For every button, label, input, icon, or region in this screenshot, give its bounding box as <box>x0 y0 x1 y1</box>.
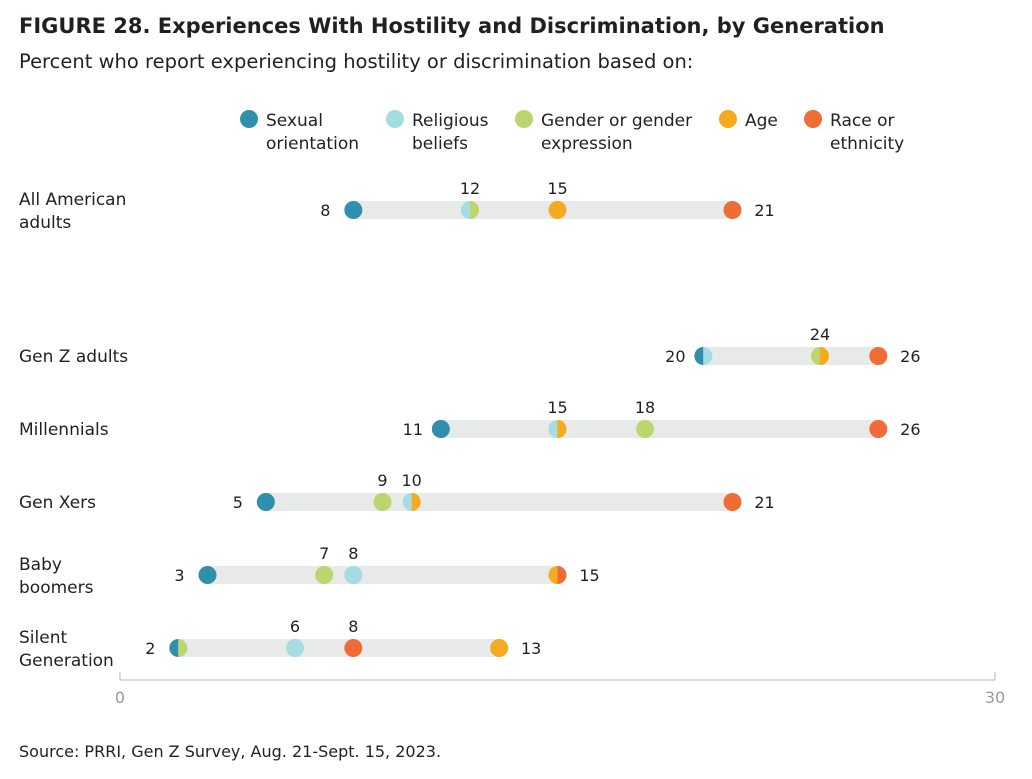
chart-subtitle: Percent who report experiencing hostilit… <box>19 50 694 73</box>
data-label: 10 <box>401 471 421 490</box>
dot-age <box>548 201 567 219</box>
dot-race <box>723 493 742 511</box>
row: Gen Z adults 20 24 26 <box>19 325 921 367</box>
dot-sexual <box>198 566 217 584</box>
category-label: Gen Xers <box>19 493 96 513</box>
x-axis: 0 30 <box>115 672 1005 707</box>
row: Millennials 11 15 18 26 <box>19 398 921 440</box>
row: Baby boomers 3 7 8 15 <box>19 544 600 598</box>
legend-marker-race <box>804 110 822 128</box>
dot-age <box>548 566 558 584</box>
category-label: adults <box>19 213 71 233</box>
row: Gen Xers 5 9 10 21 <box>19 471 775 513</box>
data-label: 13 <box>521 639 541 658</box>
legend-label-religious: beliefs <box>412 134 468 154</box>
category-label: Generation <box>19 651 114 671</box>
dot-race <box>869 420 888 438</box>
legend-label-race: ethnicity <box>830 134 904 154</box>
data-label: 3 <box>174 566 184 585</box>
dot-religious <box>286 639 304 657</box>
data-label: 24 <box>810 325 830 344</box>
data-label: 15 <box>547 398 567 417</box>
category-label: Silent <box>19 628 67 648</box>
dot-race <box>557 566 567 584</box>
dot-age <box>490 639 509 657</box>
legend-label-sexual: Sexual <box>266 111 323 131</box>
legend-marker-sexual <box>240 110 258 128</box>
data-label: 15 <box>547 179 567 198</box>
category-label: Millennials <box>19 420 109 440</box>
dot-race <box>869 347 888 365</box>
data-label: 5 <box>233 493 243 512</box>
dot-sexual <box>694 347 704 365</box>
category-label: Baby <box>19 555 62 575</box>
dot-gender <box>315 566 334 584</box>
dot-age <box>411 493 421 511</box>
data-label: 7 <box>319 544 329 563</box>
data-label: 26 <box>900 347 920 366</box>
data-label: 15 <box>579 566 599 585</box>
legend-label-religious: Religious <box>412 111 489 131</box>
legend-label-race: Race or <box>830 111 894 131</box>
dot-age <box>820 347 829 365</box>
chart-title: FIGURE 28. Experiences With Hostility an… <box>19 14 885 38</box>
dot-sexual <box>169 639 179 657</box>
legend-marker-religious <box>386 110 404 128</box>
legend-marker-age <box>719 110 737 128</box>
data-label: 18 <box>635 398 655 417</box>
category-label: Gen Z adults <box>19 347 128 367</box>
data-label: 9 <box>377 471 387 490</box>
data-label: 12 <box>460 179 480 198</box>
dot-gender <box>636 420 654 438</box>
data-label: 20 <box>665 347 685 366</box>
dot-gender <box>811 347 820 365</box>
dot-religious <box>402 493 412 511</box>
dot-age <box>557 420 567 438</box>
data-label: 8 <box>348 544 358 563</box>
dot-race <box>344 639 363 657</box>
dot-gender <box>178 639 188 657</box>
category-label: All American <box>19 190 126 210</box>
dot-gender <box>470 201 479 219</box>
data-label: 21 <box>754 201 774 220</box>
legend-marker-gender <box>515 110 533 128</box>
dot-sexual <box>344 201 363 219</box>
legend-label-age: Age <box>745 111 778 131</box>
data-label: 21 <box>754 493 774 512</box>
dot-sexual <box>256 493 275 511</box>
legend: Sexual orientation Religious beliefs Gender … <box>240 110 904 154</box>
dot-religious <box>461 201 470 219</box>
x-tick-label: 30 <box>985 688 1005 707</box>
data-label: 6 <box>290 617 300 636</box>
row: All American adults 8 12 15 21 <box>19 179 775 233</box>
legend-label-gender: Gender or gender <box>541 111 692 131</box>
dot-race <box>723 201 742 219</box>
dot-religious <box>344 566 363 584</box>
dot-religious <box>703 347 713 365</box>
chart-rows: All American adults 8 12 15 21 Gen Z adults 20 2… <box>19 179 921 671</box>
legend-label-sexual: orientation <box>266 134 359 154</box>
dot-sexual <box>431 420 450 438</box>
category-label: boomers <box>19 578 94 598</box>
data-label: 8 <box>320 201 330 220</box>
dot-religious <box>548 420 558 438</box>
row: Silent Generation 2 6 8 13 <box>19 617 541 671</box>
data-label: 8 <box>348 617 358 636</box>
legend-label-gender: expression <box>541 134 633 154</box>
data-label: 11 <box>403 420 423 439</box>
source-note: Source: PRRI, Gen Z Survey, Aug. 21-Sept… <box>19 742 442 761</box>
data-label: 2 <box>145 639 155 658</box>
data-label: 26 <box>900 420 920 439</box>
x-tick-label: 0 <box>115 688 125 707</box>
dot-gender <box>373 493 392 511</box>
